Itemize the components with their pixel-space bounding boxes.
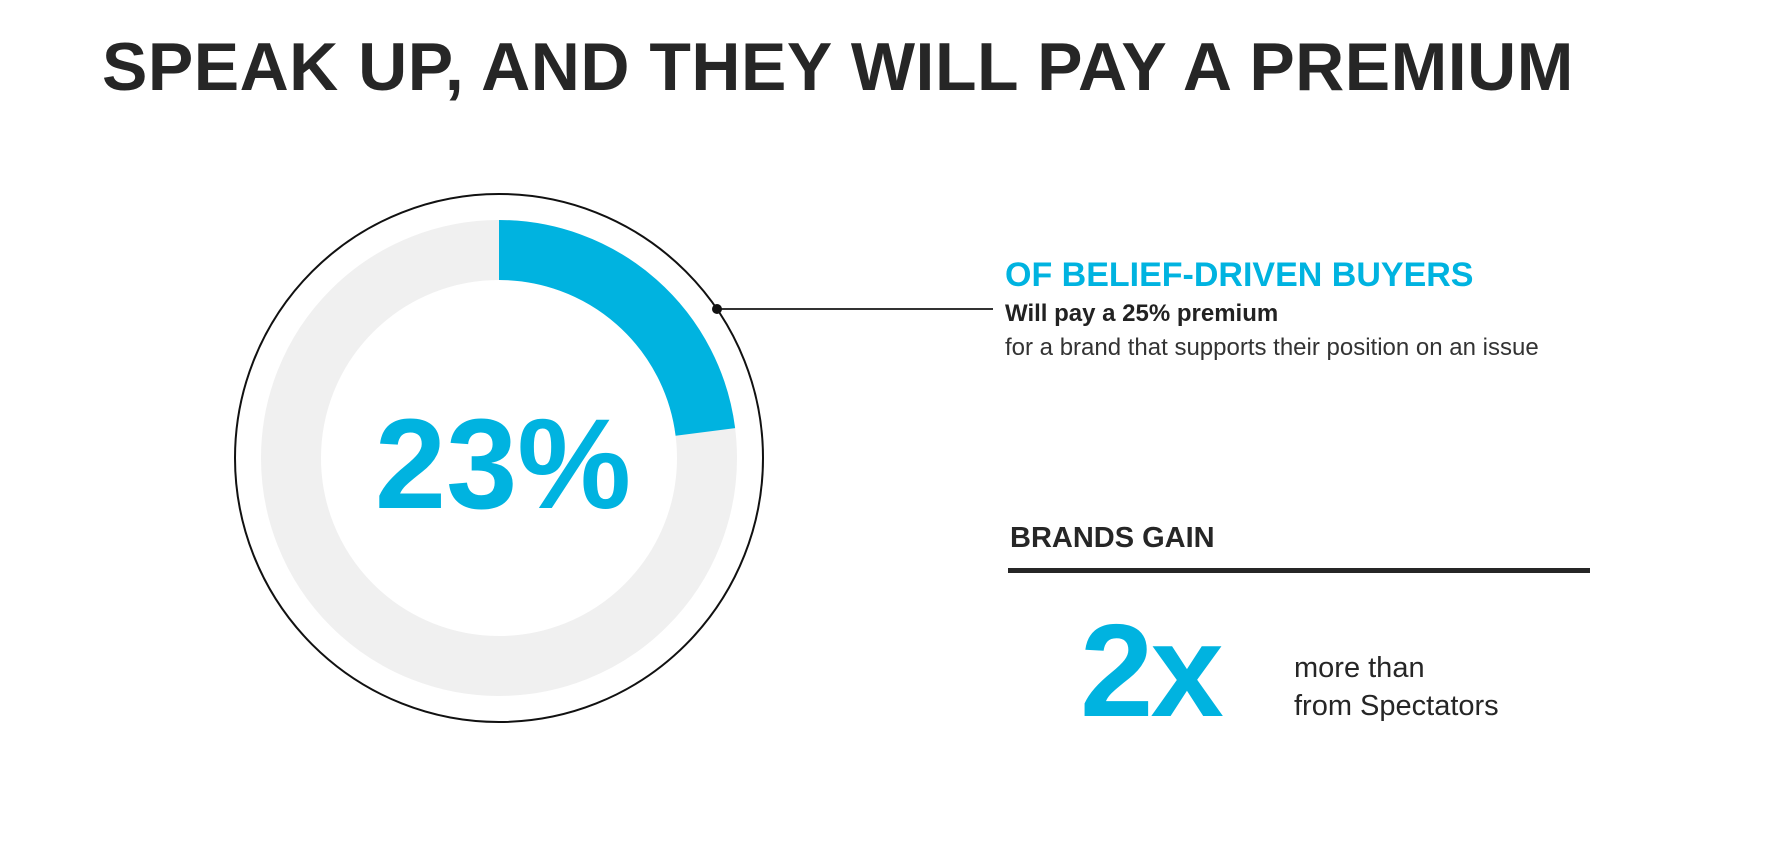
callout-description: for a brand that supports their position… xyxy=(1005,334,1539,361)
brands-divider xyxy=(1008,568,1590,573)
callout-heading: OF BELIEF-DRIVEN BUYERS xyxy=(1005,256,1474,294)
callout-subheading: Will pay a 25% premium xyxy=(1005,300,1279,327)
page-title: SPEAK UP, AND THEY WILL PAY A PREMIUM xyxy=(102,29,1574,105)
donut-value-arc xyxy=(498,220,736,437)
brands-gain-line2: from Spectators xyxy=(1294,690,1499,722)
brands-heading: BRANDS GAIN xyxy=(1010,522,1215,554)
brands-gain-line1: more than xyxy=(1294,652,1425,684)
callout-leader-dot xyxy=(712,304,722,314)
brands-multiplier: 2x xyxy=(1080,597,1224,744)
donut-outline-ring xyxy=(234,193,764,723)
donut-center-label: 23% xyxy=(375,393,631,536)
